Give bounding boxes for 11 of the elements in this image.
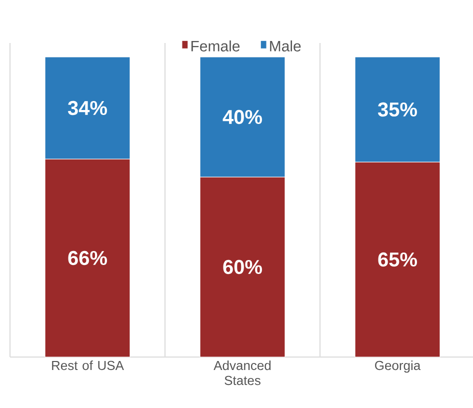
data-label: 66% <box>68 250 107 266</box>
data-label: 40% <box>222 110 262 124</box>
data-label: 60% <box>223 260 262 274</box>
data-label: 35% <box>378 102 417 117</box>
legend-label: Female <box>191 40 240 52</box>
x-tick-label: Rest of USA <box>52 360 124 370</box>
x-tick-label: Advanced States <box>214 360 271 386</box>
x-tick-label: Georgia <box>375 360 421 373</box>
data-label: 34% <box>68 100 107 116</box>
data-label: 65% <box>378 252 417 267</box>
legend-label: Male <box>270 40 301 52</box>
